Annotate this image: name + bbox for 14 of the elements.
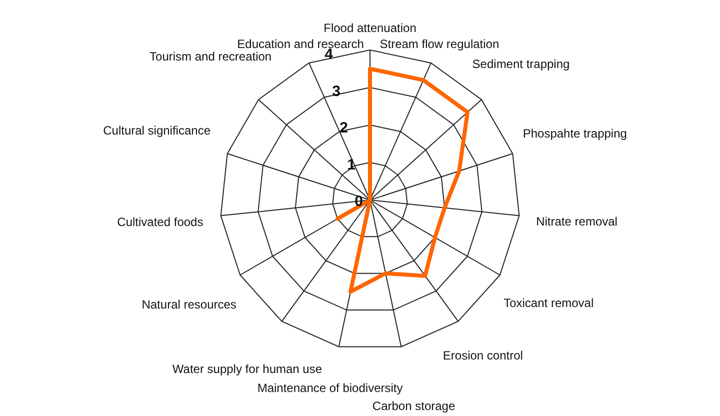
spoke-label: Flood attenuation <box>324 21 416 35</box>
spoke-label: Sediment trapping <box>472 57 570 72</box>
spoke-label: Toxicant removal <box>504 296 594 310</box>
spoke-label: Maintenance of biodiversity <box>257 381 403 395</box>
spoke-label: Cultural significance <box>103 124 211 138</box>
spoke-label: Cultivated foods <box>117 215 204 230</box>
spoke-label: Carbon storage <box>372 399 456 413</box>
spoke-label: Natural resources <box>142 297 236 312</box>
spoke-label: Water supply for human use <box>172 362 322 376</box>
spoke-label: Stream flow regulation <box>380 37 500 51</box>
spoke-label: Phospahte trapping <box>522 126 627 140</box>
spoke-label: Erosion control <box>442 348 523 362</box>
spoke-label: Nitrate removal <box>536 214 618 229</box>
spoke-label: Tourism and recreation <box>150 49 272 64</box>
